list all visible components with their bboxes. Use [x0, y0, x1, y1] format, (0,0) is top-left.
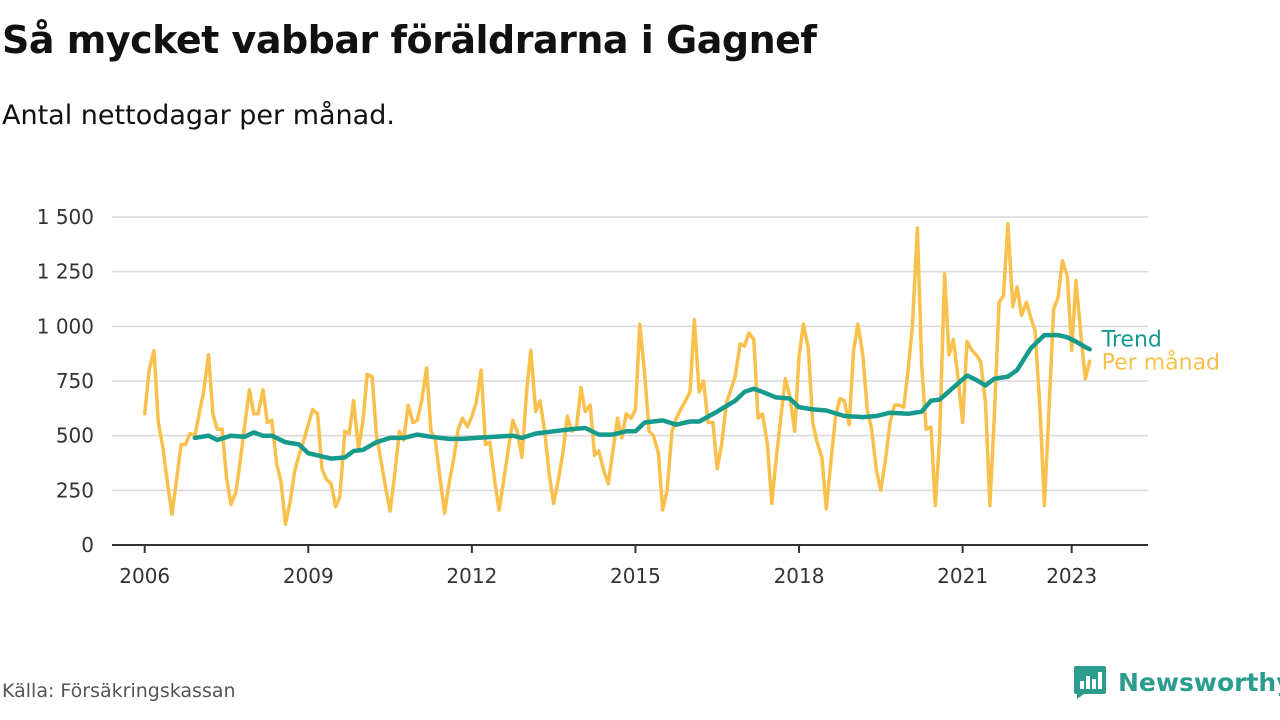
x-tick-label: 2006 [119, 564, 170, 588]
y-axis-tick-labels: 0 250 500 750 1 000 1 250 1 500 [37, 205, 94, 557]
brand-name: Newsworthy [1118, 667, 1280, 697]
bar-chart-logo-icon [1074, 666, 1106, 699]
series-line-trend [192, 332, 1092, 461]
series-line-per-m-nad [142, 221, 1092, 526]
series-label-trend: Trend [1101, 327, 1162, 352]
x-tick-label: 2012 [446, 564, 497, 588]
y-tick-label: 750 [56, 369, 94, 393]
chart-subtitle: Antal nettodagar per månad. [2, 100, 395, 131]
chart-title: Så mycket vabbar föräldrarna i Gagnef [2, 18, 817, 62]
x-tick-label: 2015 [610, 564, 661, 588]
x-tick-label: 2018 [774, 564, 825, 588]
y-tick-label: 1 250 [37, 260, 94, 284]
y-tick-label: 1 000 [37, 314, 94, 338]
x-tick-label: 2009 [283, 564, 334, 588]
x-axis: 2006 2009 2012 2015 2018 2021 2023 [112, 544, 1148, 588]
y-tick-label: 1 500 [37, 205, 94, 229]
y-tick-label: 250 [56, 478, 94, 502]
series-lines [142, 221, 1092, 526]
x-tick-label: 2021 [937, 564, 988, 588]
brand-logo[interactable]: Newsworthy [1072, 664, 1280, 700]
series-label-per-m-nad: Per månad [1102, 349, 1220, 375]
source-note: Källa: Försäkringskassan [2, 680, 236, 702]
y-tick-label: 500 [56, 424, 94, 448]
x-tick-label: 2023 [1046, 564, 1097, 588]
y-tick-label: 0 [81, 533, 94, 557]
